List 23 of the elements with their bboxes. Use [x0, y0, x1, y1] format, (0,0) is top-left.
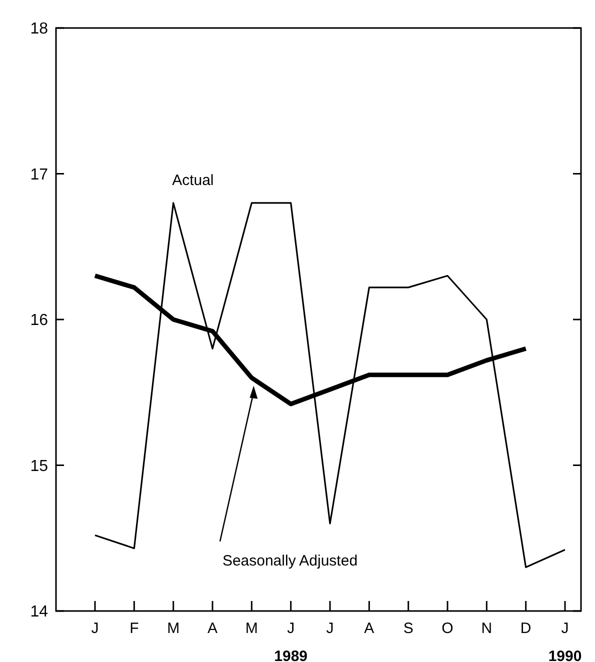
x-tick-label: A: [364, 620, 374, 637]
y-tick-label: 14: [30, 604, 48, 621]
x-tick-label: M: [167, 620, 180, 637]
x-tick-label: O: [442, 620, 454, 637]
x-tick-label: J: [561, 620, 569, 637]
y-tick-label: 16: [30, 312, 48, 330]
x-tick-label: F: [130, 620, 139, 637]
series-label: Actual: [172, 172, 214, 189]
x-tick-label: N: [481, 620, 492, 637]
text: 1990: [548, 648, 582, 662]
y-tick-label: 17: [30, 166, 48, 184]
x-tick-label: J: [91, 620, 99, 637]
x-tick-label: J: [326, 620, 334, 637]
y-tick-label: 15: [30, 458, 48, 475]
y-tick-label: 18: [30, 20, 48, 38]
text: 1989: [274, 648, 308, 662]
x-tick-label: A: [207, 620, 218, 637]
x-tick-label: J: [287, 620, 295, 637]
line-series: [94, 202, 566, 568]
x-tick-label: S: [403, 620, 414, 637]
x-tick-label: D: [520, 620, 532, 637]
x-tick-label: M: [245, 620, 258, 637]
text: Seasonally Adjusted: [222, 552, 358, 570]
